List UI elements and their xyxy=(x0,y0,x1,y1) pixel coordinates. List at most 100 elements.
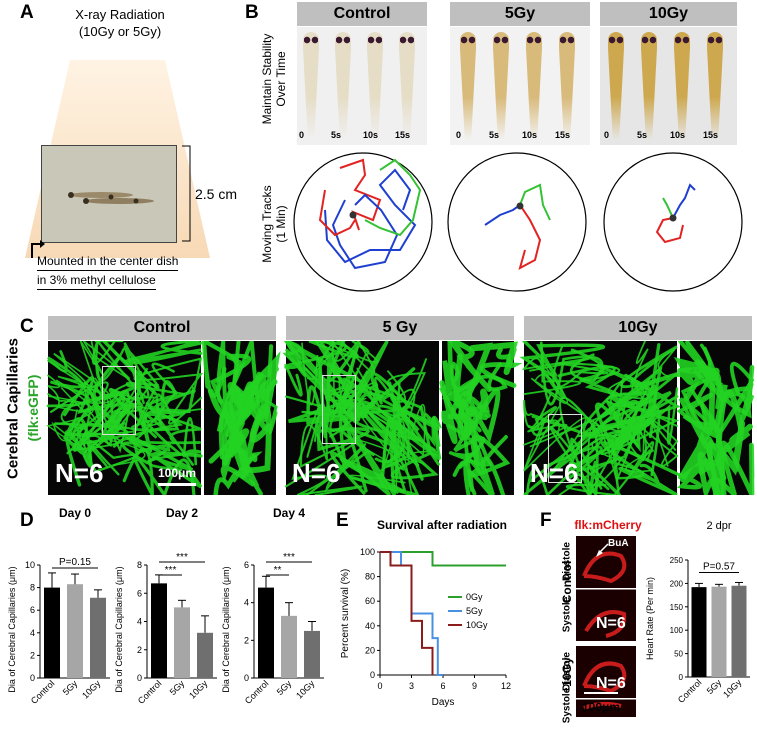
vessel xyxy=(125,341,203,365)
y-tick-label: 10 xyxy=(25,560,35,570)
chart-title: Day 2 xyxy=(166,506,198,520)
heart-image-10gy-systole xyxy=(576,699,636,717)
size-label: 2.5 cm xyxy=(195,186,238,202)
time-label: 5s xyxy=(331,130,342,140)
larva-eyes xyxy=(675,36,689,45)
x-tick-label: 5Gy xyxy=(168,678,187,697)
bar xyxy=(691,587,707,677)
y-tick-label: 0 xyxy=(30,673,35,683)
significance-label: *** xyxy=(283,552,295,563)
legend-label: 0Gy xyxy=(466,592,483,602)
y-axis-label: Heart Rate (Per min) xyxy=(645,577,655,660)
capillary-vessels xyxy=(46,341,755,495)
time-label: 0 xyxy=(604,130,610,140)
legend-label: 10Gy xyxy=(466,620,488,630)
vessel xyxy=(81,431,138,476)
vessel xyxy=(108,388,185,439)
vessel xyxy=(457,388,491,441)
vessel xyxy=(208,410,250,466)
larva xyxy=(367,32,383,140)
c-header-control: Control xyxy=(48,316,276,340)
vessel xyxy=(301,341,380,414)
y-tick-label: 100 xyxy=(670,626,684,635)
b-header-control: Control xyxy=(297,2,427,26)
vessel xyxy=(601,407,655,473)
vessel xyxy=(342,377,397,412)
time-label: 5s xyxy=(489,130,500,140)
f-n-label-control: N=6 xyxy=(596,615,626,632)
y-tick-label: 8 xyxy=(30,583,35,593)
vessel xyxy=(453,341,519,409)
y-tick-label: 60 xyxy=(365,596,375,606)
y-tick-label: 80 xyxy=(365,572,375,582)
diameter-charts: Day 0 Dia of Cerebral Capillaries (μm) 0 2 4… xyxy=(7,506,324,706)
vessel xyxy=(619,403,679,467)
vessel xyxy=(452,420,508,492)
bar xyxy=(258,587,274,678)
larva xyxy=(526,32,542,140)
scale-bar-c xyxy=(158,483,196,486)
f-systole-2: Systole xyxy=(561,687,573,724)
bua-label: BuA xyxy=(608,538,629,549)
bar xyxy=(197,632,213,678)
f-systole-1: Systole xyxy=(561,596,573,633)
y-tick-label: 150 xyxy=(670,603,684,612)
significance-label: *** xyxy=(165,565,177,576)
vessel xyxy=(361,400,443,467)
vessel xyxy=(147,417,202,472)
x-tick-label: 6 xyxy=(440,681,445,691)
y-tick-label: 2 xyxy=(30,650,35,660)
vessel xyxy=(588,438,645,495)
vessel xyxy=(313,341,376,374)
time-label: 0 xyxy=(456,130,462,140)
y-tick-label: 0 xyxy=(679,673,684,682)
vessel xyxy=(144,402,202,466)
time-label: 15s xyxy=(555,130,571,140)
panel-b-label: B xyxy=(245,2,259,23)
p-value-label: P=0.15 xyxy=(59,557,91,568)
x-tick-label: 10Gy xyxy=(80,678,103,701)
vessel xyxy=(600,441,679,495)
y-axis-label: Dia of Cerebral Capillaries (μm) xyxy=(114,566,124,692)
b-header-10gy: 10Gy xyxy=(600,2,737,26)
y-axis-label: Dia of Cerebral Capillaries (μm) xyxy=(7,566,17,692)
x-tick-label: 3 xyxy=(409,681,414,691)
scale-label-c: 100μm xyxy=(158,466,197,480)
larva xyxy=(641,32,657,140)
series-line xyxy=(380,551,434,675)
c-header-5gy: 5 Gy xyxy=(286,316,514,340)
larva xyxy=(303,32,319,140)
x-tick-label: 10Gy xyxy=(187,678,210,701)
roi-box-5gy xyxy=(322,375,356,444)
legend-label: 5Gy xyxy=(466,606,483,616)
size-bracket xyxy=(182,145,191,242)
vessel xyxy=(213,454,258,495)
panel-e-label: E xyxy=(336,510,349,531)
larva-eyes xyxy=(368,36,382,45)
chart-title: Survival after radiation xyxy=(377,518,507,532)
y-tick-label: 2 xyxy=(244,635,249,645)
larva xyxy=(608,32,624,140)
moving-tracks xyxy=(293,152,743,292)
vessel xyxy=(671,357,718,402)
bar xyxy=(711,586,727,677)
x-tick-label: 9 xyxy=(472,681,477,691)
vessel xyxy=(575,400,661,477)
y-tick-label: 250 xyxy=(670,556,684,565)
b-header-5gy: 5Gy xyxy=(450,2,590,26)
f-title: flk:mCherry xyxy=(574,518,642,532)
bar xyxy=(281,615,297,678)
time-label: 10s xyxy=(522,130,538,140)
vessel xyxy=(47,352,110,406)
larva-eyes xyxy=(400,36,414,45)
y-tick-label: 0 xyxy=(244,673,249,683)
series-line xyxy=(380,551,443,676)
vessel xyxy=(519,341,606,400)
x-tick-label: 5Gy xyxy=(275,678,294,697)
vessel xyxy=(220,416,256,487)
p-value-label: P=0.57 xyxy=(703,561,735,572)
larva xyxy=(399,32,415,140)
mounting-caption-line1: Mounted in the center dish xyxy=(37,252,179,271)
series-line xyxy=(380,551,506,567)
roi-box-10gy xyxy=(548,414,582,483)
